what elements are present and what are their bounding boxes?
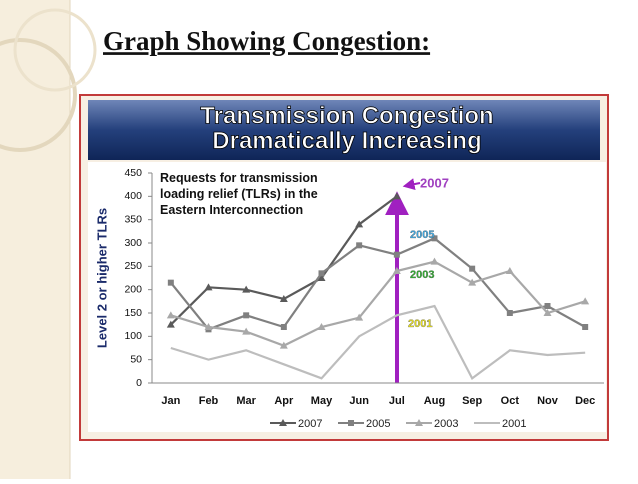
point xyxy=(348,420,354,426)
chart-title: Transmission Congestion xyxy=(200,102,493,129)
x-tick-label: Jan xyxy=(161,395,180,407)
point xyxy=(392,192,401,200)
point xyxy=(469,265,476,272)
y-tick-label: 150 xyxy=(124,307,142,319)
point xyxy=(204,323,213,330)
side-strip xyxy=(0,0,70,479)
x-tick-label: Jul xyxy=(389,395,405,407)
x-tick-label: Sep xyxy=(462,395,482,407)
legend-label: 2007 xyxy=(298,418,322,430)
point xyxy=(242,327,251,335)
y-tick-label: 50 xyxy=(130,353,142,365)
series-line xyxy=(170,304,586,380)
chart-header xyxy=(88,100,600,160)
series-line xyxy=(170,260,586,347)
point xyxy=(431,235,438,242)
x-tick-label: Mar xyxy=(236,395,256,407)
point xyxy=(415,419,423,426)
point xyxy=(356,242,363,249)
point xyxy=(582,324,589,330)
point xyxy=(543,309,552,316)
point xyxy=(166,311,175,319)
y-tick-label: 250 xyxy=(124,260,142,272)
x-tick-label: May xyxy=(311,395,333,407)
x-tick-label: Aug xyxy=(424,395,445,407)
point xyxy=(167,279,174,286)
plot-bg xyxy=(88,162,606,432)
y-tick-label: 0 xyxy=(136,377,142,389)
label-arrow xyxy=(402,178,421,191)
series-label: 2001 xyxy=(408,318,432,330)
point xyxy=(392,267,401,274)
point xyxy=(280,324,287,330)
point xyxy=(317,274,326,281)
x-tick-label: Oct xyxy=(501,395,520,407)
series-label: 2005 xyxy=(410,229,434,241)
series-label: 2003 xyxy=(410,269,434,281)
point xyxy=(279,295,288,302)
point xyxy=(355,313,364,321)
point xyxy=(243,312,250,319)
legend-label: 2005 xyxy=(366,418,390,430)
deco-circle xyxy=(13,8,97,92)
point xyxy=(166,320,175,328)
point xyxy=(505,267,514,274)
y-tick-label: 200 xyxy=(124,283,142,295)
point xyxy=(506,310,513,316)
legend-label: 2001 xyxy=(502,418,526,430)
point xyxy=(204,283,213,291)
point xyxy=(430,257,439,265)
point xyxy=(242,285,251,293)
y-tick-label: 300 xyxy=(124,237,142,249)
y-axis-label: Level 2 or higher TLRs xyxy=(94,208,109,348)
y-tick-label: 100 xyxy=(124,330,142,342)
y-tick-label: 450 xyxy=(124,167,142,179)
x-tick-label: Dec xyxy=(575,395,595,407)
legend-label: 2003 xyxy=(434,418,458,430)
point xyxy=(317,323,326,330)
point xyxy=(318,270,325,277)
x-tick-label: Apr xyxy=(274,395,294,407)
x-tick-label: Feb xyxy=(199,395,219,407)
chart-title: Dramatically Increasing xyxy=(212,127,481,154)
point xyxy=(581,297,590,305)
annotation: Requests for transmission loading relief… xyxy=(160,171,318,217)
point xyxy=(393,251,400,258)
point xyxy=(279,341,288,349)
series-label: 2007 xyxy=(420,175,449,190)
deco-circle xyxy=(0,38,77,152)
y-tick-label: 400 xyxy=(124,190,142,202)
annotation-box: Requests for transmission loading relief… xyxy=(160,171,318,217)
series-line xyxy=(169,237,586,331)
heading: Graph Showing Congestion: xyxy=(103,26,430,56)
point xyxy=(279,419,287,426)
point xyxy=(544,303,551,309)
point xyxy=(355,220,364,228)
x-tick-label: Nov xyxy=(537,395,559,407)
point xyxy=(468,278,477,286)
x-tick-label: Jun xyxy=(349,395,369,407)
y-tick-label: 350 xyxy=(124,213,142,225)
